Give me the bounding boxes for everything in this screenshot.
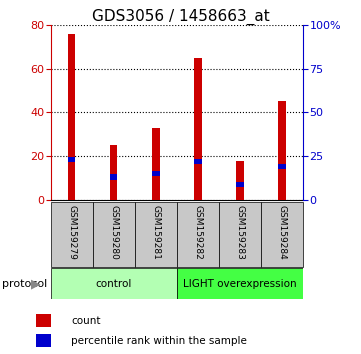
Text: GSM159280: GSM159280 <box>109 205 118 260</box>
Bar <box>177 202 219 267</box>
Bar <box>278 102 286 200</box>
Bar <box>110 145 117 200</box>
Text: GSM159279: GSM159279 <box>67 205 76 260</box>
Bar <box>36 314 51 327</box>
Bar <box>194 159 202 164</box>
Bar <box>236 161 244 200</box>
Text: protocol: protocol <box>2 279 47 289</box>
Bar <box>152 171 160 176</box>
Text: GSM159284: GSM159284 <box>278 205 287 260</box>
Text: GDS3056 / 1458663_at: GDS3056 / 1458663_at <box>92 9 269 25</box>
Text: ▶: ▶ <box>31 277 41 290</box>
Bar <box>219 202 261 267</box>
Bar <box>261 202 303 267</box>
Bar <box>135 202 177 267</box>
Bar <box>278 164 286 170</box>
Bar <box>68 34 75 200</box>
Bar <box>93 202 135 267</box>
Bar <box>177 268 303 299</box>
Bar <box>152 128 160 200</box>
Text: control: control <box>96 279 132 289</box>
Bar <box>110 175 117 180</box>
Text: count: count <box>71 316 101 326</box>
Text: LIGHT overexpression: LIGHT overexpression <box>183 279 297 289</box>
Bar <box>51 202 93 267</box>
Text: GSM159281: GSM159281 <box>151 205 160 260</box>
Bar <box>36 334 51 347</box>
Bar <box>194 58 202 200</box>
Text: GSM159282: GSM159282 <box>193 205 203 260</box>
Text: GSM159283: GSM159283 <box>236 205 244 260</box>
Bar <box>51 268 177 299</box>
Bar <box>68 157 75 162</box>
Bar <box>236 182 244 187</box>
Text: percentile rank within the sample: percentile rank within the sample <box>71 336 247 346</box>
